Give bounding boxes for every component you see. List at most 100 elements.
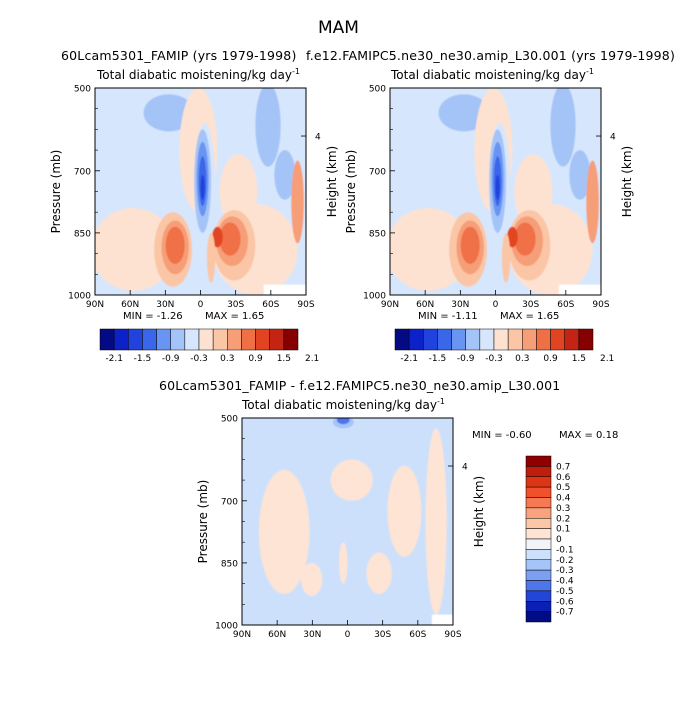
variable-label: Total diabatic moistening/kg day <box>391 68 586 82</box>
colorbar-label: 0.3 <box>220 354 234 364</box>
y-tick-label: 850 <box>369 229 386 239</box>
colorbar-swatch <box>525 455 552 467</box>
colorbar-label: -0.3 <box>190 354 208 364</box>
colorbar-label: 2.1 <box>305 354 319 364</box>
x-tick-label: 30S <box>522 300 539 310</box>
panel2-case-title: f.e12.FAMIPC5.ne30_ne30.amip_L30.001 (yr… <box>306 48 676 63</box>
colorbar-swatch <box>522 328 537 351</box>
y-axis-label: Pressure (mb) <box>344 150 358 234</box>
colorbar-swatch <box>170 328 186 351</box>
colorbar-label: 2.1 <box>600 354 614 364</box>
right-axis-label: Height (km) <box>620 146 634 217</box>
colorbar-label: -0.4 <box>556 577 574 587</box>
x-tick-label: 90S <box>444 630 461 640</box>
x-tick-label: 90N <box>381 300 399 310</box>
colorbar-1: -2.1 -1.5 -0.9 -0.3 0.3 0.9 1.5 2.1 <box>99 328 319 364</box>
positive-core <box>501 232 511 283</box>
colorbar-swatch <box>525 486 552 498</box>
x-tick-label: 90N <box>86 300 104 310</box>
colorbar-label: 0.9 <box>248 354 263 364</box>
colorbar-swatch <box>525 528 552 540</box>
x-tick-label: 30N <box>451 300 469 310</box>
positive-core <box>219 222 241 256</box>
colorbar-swatch <box>479 328 495 351</box>
right-axis-label: Height (km) <box>472 476 486 547</box>
colorbar-label: 0.4 <box>556 494 571 504</box>
colorbar-label: -0.6 <box>556 597 574 607</box>
colorbar-label: -0.3 <box>556 566 574 576</box>
colorbar-swatch <box>269 328 285 351</box>
y-tick-label: 850 <box>221 559 238 569</box>
panel1-contour-field <box>95 88 306 295</box>
panel3-max-text: MAX = 0.18 <box>559 430 619 441</box>
positive-plume <box>514 154 553 229</box>
colorbar-swatch <box>142 328 157 351</box>
negative-patch <box>274 150 296 200</box>
colorbar-label: -0.9 <box>457 354 475 364</box>
panel1-min-text: MIN = -1.26 <box>123 311 183 322</box>
y-tick-label: 850 <box>74 229 91 239</box>
y-tick-label: 500 <box>221 415 238 425</box>
colorbar-swatch <box>423 328 438 351</box>
panel2-contour-field <box>390 88 601 295</box>
height-tick-label: 4 <box>315 133 321 143</box>
colorbar-swatch <box>525 601 552 612</box>
positive-plume <box>390 208 471 291</box>
y-tick-label: 700 <box>221 497 238 507</box>
panel1-variable-title: Total diabatic moistening/kg day-1 <box>97 67 300 82</box>
colorbar-label: 0.5 <box>556 483 570 493</box>
colorbar-label: -1.5 <box>134 354 152 364</box>
colorbar-swatch <box>525 518 552 529</box>
positive-patch <box>301 562 323 597</box>
panel2-variable-title: Total diabatic moistening/kg day-1 <box>391 67 594 82</box>
positive-core <box>460 226 480 264</box>
colorbar-swatch <box>536 328 551 351</box>
panel3-contour-field <box>242 418 453 625</box>
colorbar-swatch <box>525 549 552 560</box>
colorbar-label: -2.1 <box>400 354 418 364</box>
variable-label: Total diabatic moistening/kg day <box>97 68 292 82</box>
negative-patch <box>569 150 591 200</box>
colorbar-label: -0.5 <box>556 587 574 597</box>
colorbar-swatch <box>525 580 552 592</box>
x-tick-label: 60N <box>121 300 139 310</box>
colorbar-label: 0.6 <box>556 473 571 483</box>
x-tick-label: 30S <box>227 300 244 310</box>
positive-patch <box>258 469 310 594</box>
colorbar-label: 0.9 <box>543 354 558 364</box>
right-axis-label: Height (km) <box>325 146 339 217</box>
x-tick-label: 60N <box>416 300 434 310</box>
colorbar-swatch <box>564 328 580 351</box>
colorbar-label: 1.5 <box>277 354 291 364</box>
positive-core <box>507 226 518 248</box>
panel3-variable-title: Total diabatic moistening/kg day-1 <box>242 397 445 412</box>
x-tick-label: 0 <box>198 300 204 310</box>
x-tick-label: 30S <box>374 630 391 640</box>
colorbar-swatch <box>99 328 115 351</box>
colorbar-swatch <box>408 328 424 351</box>
height-tick-label: 4 <box>462 463 468 473</box>
colorbar-label: 0.3 <box>556 504 570 514</box>
y-tick-label: 500 <box>369 85 386 95</box>
colorbar-swatch <box>525 507 552 519</box>
colorbar-swatch <box>437 328 452 351</box>
colorbar-swatch <box>128 328 143 351</box>
missing-data <box>558 284 601 295</box>
colorbar-swatch <box>465 328 481 351</box>
colorbar-label: -0.3 <box>485 354 503 364</box>
colorbar-label: -0.7 <box>556 608 574 618</box>
positive-plume <box>95 208 176 291</box>
colorbar-label: -0.2 <box>556 556 574 566</box>
positive-patch <box>366 552 392 594</box>
y-tick-label: 1000 <box>363 292 386 302</box>
colorbar-swatch <box>507 328 523 351</box>
colorbar-label: -0.9 <box>162 354 180 364</box>
colorbar-label: 0.3 <box>515 354 529 364</box>
x-tick-label: 60S <box>262 300 279 310</box>
colorbar-swatch <box>451 328 466 351</box>
equatorial-negative <box>200 174 205 200</box>
positive-plume <box>219 154 258 229</box>
x-tick-label: 0 <box>345 630 351 640</box>
